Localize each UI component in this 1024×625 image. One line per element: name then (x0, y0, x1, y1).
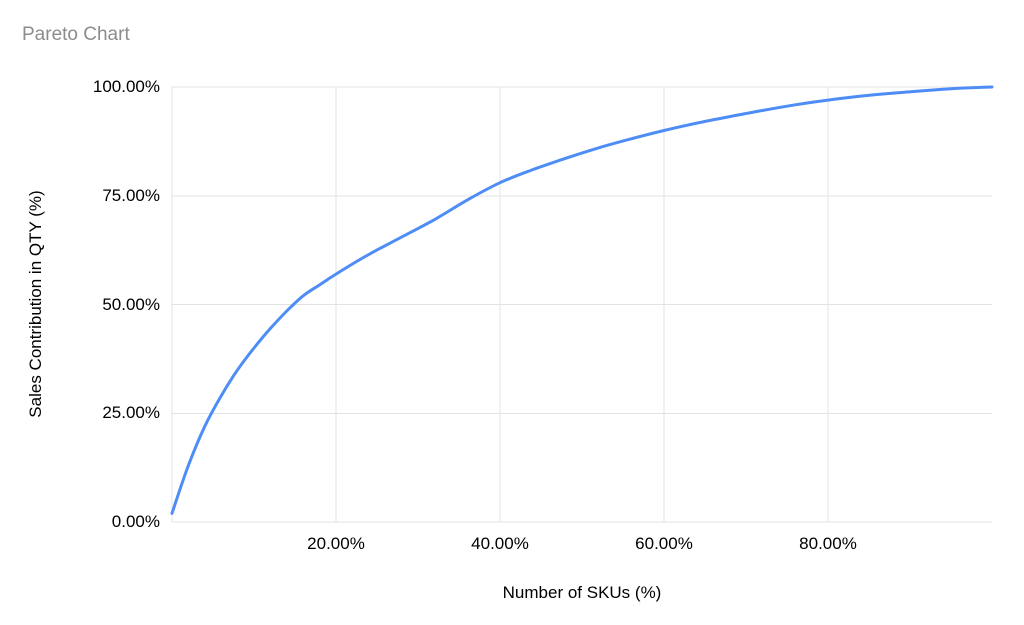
x-axis-title: Number of SKUs (%) (502, 583, 662, 602)
series-line (170, 85, 994, 515)
y-tick-label: 50.00% (102, 294, 160, 314)
x-tick-label: 40.00% (471, 534, 529, 553)
chart-title: Pareto Chart (22, 24, 130, 45)
y-tick-label: 0.00% (111, 512, 160, 531)
y-tick-label: 100.00% (92, 77, 160, 96)
x-tick-label: 60.00% (635, 534, 693, 553)
x-tick-label: 80.00% (799, 534, 857, 553)
y-tick-label: 75.00% (102, 185, 160, 205)
x-tick-label: 20.00% (307, 534, 365, 553)
y-tick-label: 25.00% (102, 403, 160, 423)
